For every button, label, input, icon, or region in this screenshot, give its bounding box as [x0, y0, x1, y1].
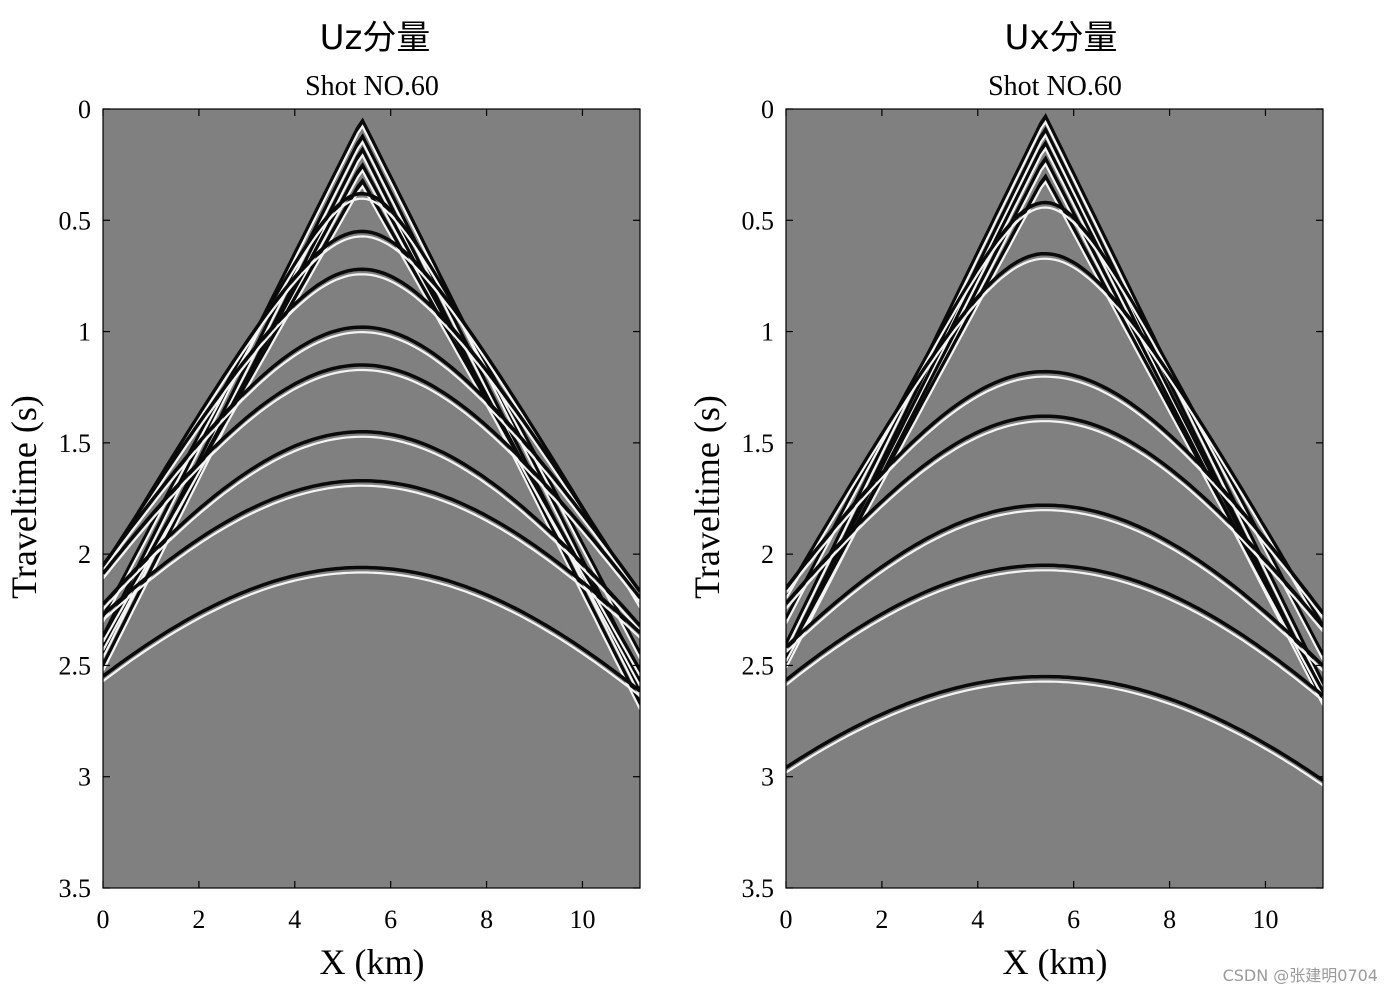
- x-tick-label: 4: [288, 905, 301, 934]
- uz-panel: Uz分量 Shot NO.60 0 2 4 6 8 1000.511.522.533.5 …: [4, 18, 641, 982]
- suptitle: Uz分量: [320, 18, 431, 58]
- y-tick-label: 3: [78, 763, 91, 792]
- x-tick-label: 4: [971, 905, 984, 934]
- y-tick-label: 2: [78, 540, 91, 569]
- y-tick-label: 2.5: [742, 651, 775, 680]
- event-trough-11: [786, 674, 1323, 782]
- y-tick-label: 0.5: [742, 206, 775, 235]
- x-tick-label: 0: [780, 905, 793, 934]
- x-tick-label: 2: [875, 905, 888, 934]
- event-peak-12: [103, 571, 640, 697]
- plot-frame: [102, 108, 641, 889]
- event-trough-8: [103, 325, 640, 593]
- event-trough-2: [103, 146, 640, 706]
- event-trough-9: [786, 503, 1323, 668]
- x-axis-label: X (km): [1003, 942, 1108, 982]
- x-tick-label: 0: [97, 905, 110, 934]
- x-tick-label: 6: [384, 905, 397, 934]
- event-trough-1: [786, 126, 1323, 698]
- event-peak-4: [103, 184, 640, 677]
- y-tick-label: 1: [78, 318, 91, 347]
- event-trough-10: [103, 429, 640, 627]
- event-peak-11: [103, 484, 640, 639]
- event-trough-10: [786, 563, 1323, 698]
- axis-ticks: 0 2 4 6 8 10 0 0.5 1 1.5 2 2.5 3 3.5: [742, 95, 1323, 934]
- ux-panel: Ux分量 Shot NO.60 0 2 4 6 8 1000.511.522.533.5 …: [687, 18, 1324, 982]
- x-axis-label: X (km): [320, 942, 425, 982]
- event-peak-5: [786, 206, 1323, 661]
- y-tick-label: 1.5: [742, 429, 775, 458]
- seismic-events: [786, 113, 1323, 787]
- suptitle: Ux分量: [1004, 18, 1117, 58]
- x-tick-label: 10: [1252, 905, 1278, 934]
- plot-frame: [785, 108, 1324, 889]
- y-tick-label: 0: [78, 95, 91, 124]
- event-trough-7: [103, 267, 640, 599]
- event-peak-8: [103, 330, 640, 598]
- event-peak-6: [786, 257, 1323, 632]
- event-peak-7: [786, 375, 1323, 619]
- event-peak-8: [786, 420, 1323, 633]
- x-tick-label: 2: [192, 905, 205, 934]
- x-tick-label: 8: [1163, 905, 1176, 934]
- y-axis-label: Traveltime (s): [687, 395, 727, 599]
- plot-title: Shot NO.60: [988, 71, 1122, 102]
- event-peak-10: [103, 435, 640, 632]
- event-trough-6: [786, 251, 1323, 628]
- y-tick-label: 3: [761, 763, 774, 792]
- y-tick-label: 1.5: [59, 429, 92, 458]
- watermark: CSDN @张建明0704: [1223, 966, 1378, 985]
- y-axis-label: Traveltime (s): [4, 395, 44, 599]
- y-tick-label: 0.5: [59, 206, 92, 235]
- event-trough-11: [103, 478, 640, 634]
- axis-ticks: 0 2 4 6 8 10 0 0.5 1 1.5 2 2.5 3 3.5: [59, 95, 640, 934]
- event-peak-9: [786, 509, 1323, 672]
- x-tick-label: 10: [569, 905, 595, 934]
- y-tick-label: 1: [761, 318, 774, 347]
- y-tick-label: 3.5: [59, 874, 92, 903]
- y-tick-label: 2: [761, 540, 774, 569]
- event-peak-7: [103, 273, 640, 603]
- event-peak-10: [786, 569, 1323, 702]
- y-tick-label: 2.5: [59, 651, 92, 680]
- y-tick-label: 0: [761, 95, 774, 124]
- plot-title: Shot NO.60: [305, 71, 439, 102]
- event-peak-0: [103, 124, 640, 681]
- event-peak-9: [103, 368, 640, 604]
- event-peak-11: [786, 680, 1323, 787]
- event-trough-7: [786, 369, 1323, 615]
- event-trough-6: [103, 229, 640, 604]
- event-trough-9: [103, 363, 640, 599]
- event-trough-12: [103, 565, 640, 693]
- x-tick-label: 6: [1067, 905, 1080, 934]
- y-tick-label: 3.5: [742, 874, 775, 903]
- event-trough-8: [786, 414, 1323, 628]
- x-tick-label: 8: [480, 905, 493, 934]
- seismic-events: [103, 117, 640, 710]
